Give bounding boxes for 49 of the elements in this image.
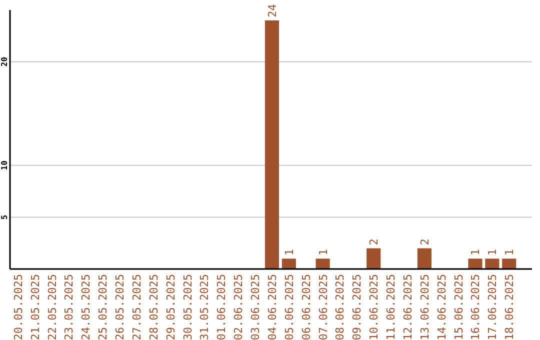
x-tick-label: 31.05.2025 xyxy=(198,274,212,340)
data-label: 1 xyxy=(486,249,500,256)
data-label: 1 xyxy=(282,249,296,256)
bar xyxy=(417,248,432,269)
bar xyxy=(485,258,500,269)
x-tick-label: 13.06.2025 xyxy=(418,274,432,340)
x-tick-label: 24.05.2025 xyxy=(80,274,93,340)
x-tick-label: 17.06.2025 xyxy=(486,274,500,340)
y-tick-label: 20 xyxy=(0,56,9,67)
data-label: 1 xyxy=(469,249,482,256)
x-tick-label: 08.06.2025 xyxy=(334,274,347,340)
data-label: 1 xyxy=(503,249,516,256)
x-tick-label: 21.05.2025 xyxy=(28,274,42,340)
x-tick-label: 02.06.2025 xyxy=(232,274,246,340)
x-tick-label: 25.05.2025 xyxy=(96,274,110,340)
x-tick-label: 16.06.2025 xyxy=(469,274,482,340)
x-tick-label: 15.06.2025 xyxy=(452,274,466,340)
x-tick-label: 14.06.2025 xyxy=(435,274,448,340)
data-label: 1 xyxy=(316,249,330,256)
x-tick-label: 01.06.2025 xyxy=(215,274,228,340)
x-tick-label: 03.06.2025 xyxy=(249,274,262,340)
x-tick-label: 09.06.2025 xyxy=(350,274,364,340)
x-tick-label: 30.05.2025 xyxy=(181,274,194,340)
x-tick-label: 27.05.2025 xyxy=(130,274,144,340)
bar xyxy=(502,258,516,269)
x-tick-label: 29.05.2025 xyxy=(164,274,178,340)
data-label: 2 xyxy=(418,238,432,246)
bar xyxy=(264,20,279,269)
x-tick-label: 28.05.2025 xyxy=(147,274,160,340)
x-tick-label: 22.05.2025 xyxy=(46,274,59,340)
x-tick-label: 10.06.2025 xyxy=(368,274,381,340)
x-tick-label: 26.05.2025 xyxy=(114,274,127,340)
data-label: 24 xyxy=(266,4,279,18)
x-tick-label: 18.06.2025 xyxy=(503,274,516,340)
x-tick-label: 12.06.2025 xyxy=(401,274,414,340)
x-tick-label: 20.05.2025 xyxy=(12,274,25,340)
bar xyxy=(316,258,330,269)
bar xyxy=(468,258,482,269)
x-tick-label: 11.06.2025 xyxy=(384,274,398,340)
x-tick-label: 23.05.2025 xyxy=(62,274,76,340)
x-tick-label: 04.06.2025 xyxy=(266,274,279,340)
y-tick-label: 10 xyxy=(0,160,9,170)
x-tick-label: 07.06.2025 xyxy=(316,274,330,340)
x-tick-label: 05.06.2025 xyxy=(282,274,296,340)
data-label: 2 xyxy=(368,238,381,246)
bar xyxy=(366,248,381,269)
y-tick-label: 5 xyxy=(0,214,9,220)
x-tick-label: 06.06.2025 xyxy=(300,274,313,340)
bar xyxy=(282,258,296,269)
